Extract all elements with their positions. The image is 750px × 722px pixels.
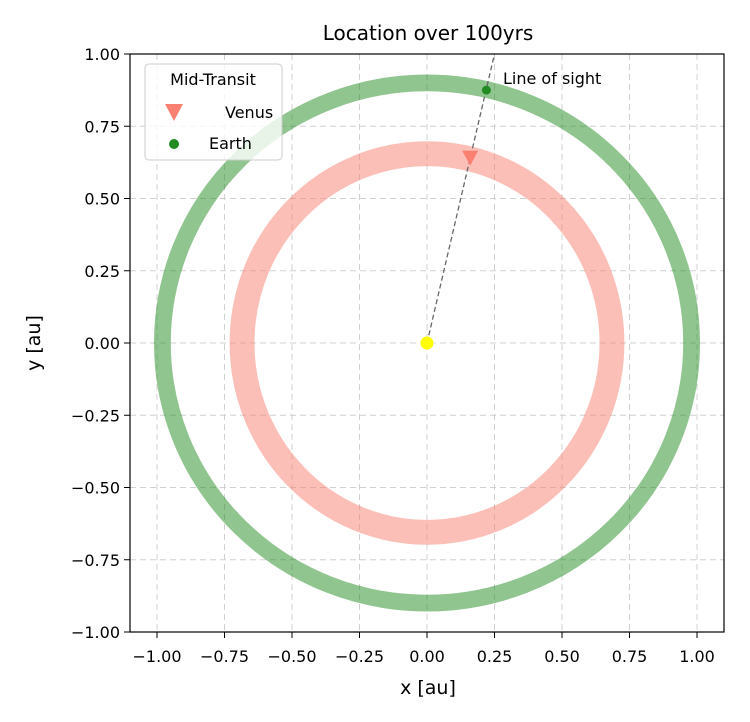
x-tick-label: −0.75 — [200, 647, 249, 666]
x-tick-label: −1.00 — [132, 647, 181, 666]
line-of-sight-label: Line of sight — [503, 69, 601, 88]
chart-title: Location over 100yrs — [323, 21, 534, 45]
sun-position-marker — [420, 336, 434, 350]
x-tick-label: −0.50 — [267, 647, 316, 666]
y-tick-label: −0.75 — [71, 551, 120, 570]
legend-earth-label: Earth — [209, 134, 252, 153]
y-tick-label: 0.25 — [84, 262, 120, 281]
legend: Mid-Transit Venus Earth — [144, 63, 283, 161]
legend-venus-label: Venus — [225, 103, 273, 122]
x-tick-label: 0.75 — [612, 647, 648, 666]
y-tick-label: −0.25 — [71, 406, 120, 425]
y-tick-label: 0.00 — [84, 334, 120, 353]
y-tick-label: −0.50 — [71, 479, 120, 498]
y-tick-label: −1.00 — [71, 623, 120, 642]
y-tick-label: 0.75 — [84, 117, 120, 136]
legend-venus-marker — [165, 104, 183, 121]
x-tick-label: 0.25 — [477, 647, 513, 666]
x-axis-label: x [au] — [400, 677, 456, 699]
tick-layer: −1.00 −0.75 −0.50 −0.25 0.00 0.25 0.50 0.75 1.00… — [71, 45, 715, 666]
earth-position-marker — [481, 85, 491, 95]
marker-layer — [420, 53, 496, 350]
venus-orbit-trace — [229, 141, 625, 545]
earth-orbit-trace — [153, 74, 701, 612]
y-axis-label: y [au] — [23, 315, 45, 371]
legend-earth-marker — [169, 139, 179, 149]
venus-position-marker — [462, 150, 479, 166]
orbit-layer — [153, 74, 701, 612]
y-tick-label: 0.50 — [84, 190, 120, 209]
x-tick-label: 0.50 — [544, 647, 580, 666]
line-of-sight — [426, 53, 496, 344]
x-tick-label: −0.25 — [335, 647, 384, 666]
x-tick-label: 1.00 — [679, 647, 715, 666]
legend-title: Mid-Transit — [170, 70, 256, 89]
x-tick-label: 0.00 — [409, 647, 445, 666]
legend-frame — [144, 63, 283, 161]
y-tick-label: 1.00 — [84, 45, 120, 64]
